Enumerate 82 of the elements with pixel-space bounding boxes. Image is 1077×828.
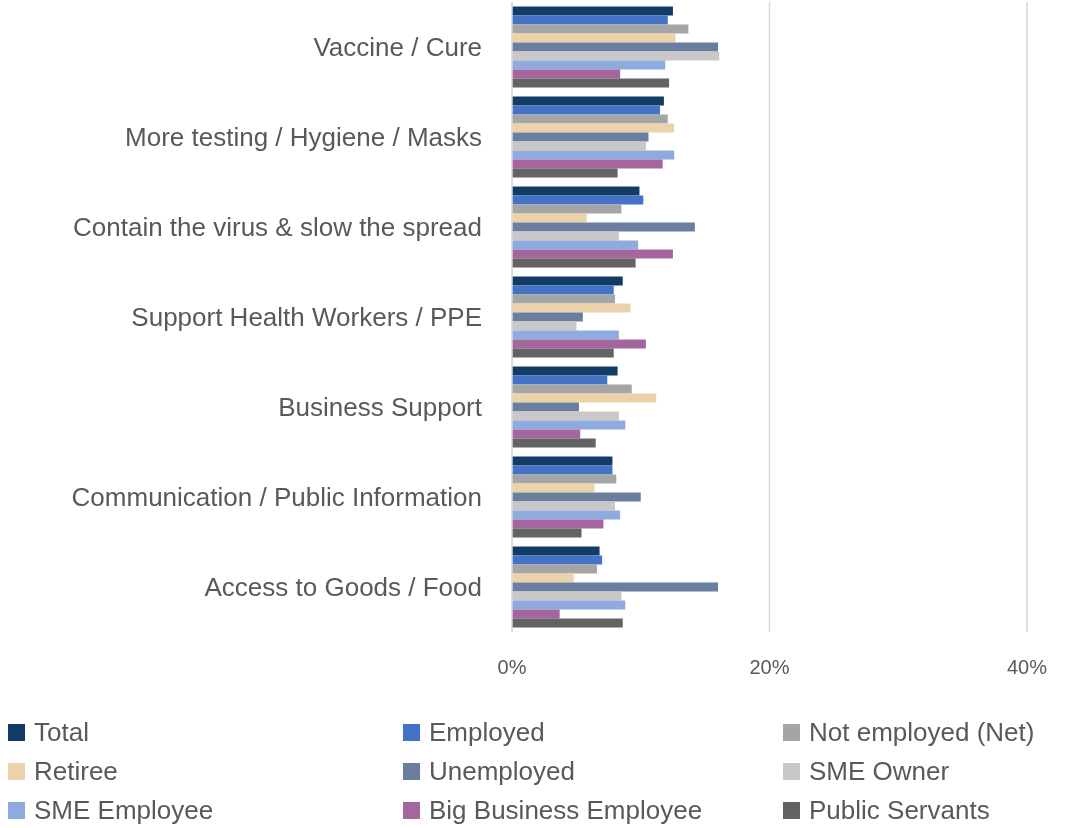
bar	[512, 231, 619, 241]
y-tick-label: Communication / Public Information	[71, 482, 482, 513]
bar	[512, 546, 600, 556]
bar	[512, 78, 670, 88]
bar	[512, 186, 640, 196]
bar	[512, 96, 664, 106]
y-tick-label: Vaccine / Cure	[313, 32, 482, 63]
bar	[512, 51, 720, 61]
bar	[512, 303, 631, 313]
bar	[512, 618, 623, 628]
bar	[512, 24, 689, 34]
bar	[512, 528, 582, 538]
x-tick-label: 40%	[1006, 656, 1048, 679]
bar	[512, 105, 661, 115]
bar	[512, 366, 618, 376]
bar	[512, 321, 577, 331]
legend-label: Unemployed	[429, 755, 575, 788]
bar	[512, 492, 641, 502]
legend-label: Retiree	[34, 755, 118, 788]
bar	[512, 330, 619, 340]
bar	[512, 456, 613, 466]
bar	[512, 150, 675, 160]
bar	[512, 393, 657, 403]
bar	[512, 582, 718, 592]
bar	[512, 429, 581, 439]
bar	[512, 114, 668, 124]
bar	[512, 204, 622, 214]
bar	[512, 258, 636, 268]
bar	[512, 402, 579, 412]
bar	[512, 168, 618, 178]
bar	[512, 42, 718, 52]
bar	[512, 141, 646, 151]
bar	[512, 15, 668, 25]
bar	[512, 420, 626, 430]
bar	[512, 132, 649, 142]
legend-label: SME Employee	[34, 794, 214, 827]
legend-label: SME Owner	[809, 755, 950, 788]
legend-label: Public Servants	[809, 794, 990, 827]
bar	[512, 474, 617, 484]
y-tick-label: Support Health Workers / PPE	[131, 302, 482, 333]
bar	[512, 438, 596, 448]
bar	[512, 573, 574, 583]
bar	[512, 6, 673, 16]
bar	[512, 60, 666, 70]
bar	[512, 600, 626, 610]
bar	[512, 195, 644, 205]
bar	[512, 222, 695, 232]
y-tick-label: Business Support	[278, 392, 483, 423]
bar	[512, 501, 615, 511]
bar	[512, 519, 604, 529]
bar	[512, 483, 595, 493]
bar	[512, 465, 613, 475]
x-tick-label: 0%	[497, 656, 527, 679]
bar	[512, 213, 587, 223]
x-tick-label: 20%	[749, 656, 790, 679]
bar	[512, 339, 646, 349]
bar	[512, 591, 622, 601]
bar	[512, 384, 632, 394]
bar	[512, 69, 621, 79]
legend-label: Total	[34, 716, 89, 749]
legend-label: Big Business Employee	[429, 794, 703, 827]
legend-label: Employed	[429, 716, 545, 749]
bar	[512, 348, 614, 358]
bar	[512, 510, 621, 520]
bar	[512, 285, 614, 295]
bar	[512, 564, 597, 574]
bar	[512, 123, 675, 133]
bar	[512, 312, 583, 322]
legend-label: Not employed (Net)	[809, 716, 1035, 749]
bar	[512, 294, 615, 304]
y-tick-label: Access to Goods / Food	[204, 572, 482, 603]
bar	[512, 375, 608, 385]
bar	[512, 609, 560, 619]
bar	[512, 159, 663, 169]
bar	[512, 249, 673, 259]
bar	[512, 555, 603, 565]
bar	[512, 411, 619, 421]
y-tick-label: More testing / Hygiene / Masks	[125, 122, 482, 153]
bar	[512, 33, 676, 43]
bar	[512, 240, 639, 250]
bar	[512, 276, 623, 286]
y-tick-label: Contain the virus & slow the spread	[73, 212, 482, 243]
